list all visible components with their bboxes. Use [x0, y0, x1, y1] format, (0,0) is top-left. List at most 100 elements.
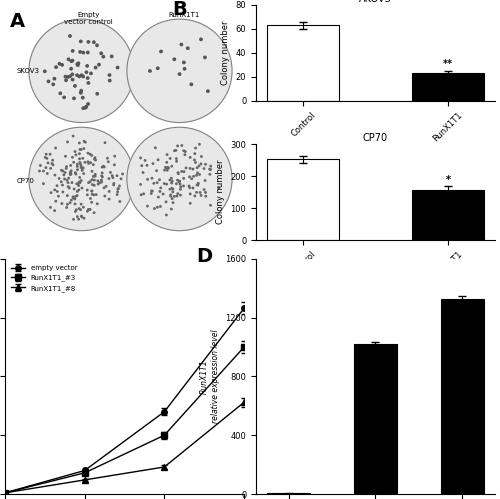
Circle shape — [90, 154, 93, 157]
Circle shape — [196, 166, 198, 169]
Circle shape — [198, 191, 202, 194]
Circle shape — [76, 63, 80, 67]
Circle shape — [76, 165, 78, 168]
Circle shape — [72, 96, 76, 100]
Circle shape — [170, 165, 173, 168]
Circle shape — [62, 191, 64, 194]
Circle shape — [182, 60, 186, 64]
Circle shape — [188, 186, 191, 189]
Circle shape — [56, 190, 58, 193]
Circle shape — [94, 159, 97, 162]
Circle shape — [64, 155, 67, 158]
Circle shape — [163, 182, 166, 185]
Circle shape — [78, 142, 81, 144]
Circle shape — [82, 167, 84, 169]
Circle shape — [118, 200, 122, 203]
Circle shape — [200, 194, 202, 197]
Circle shape — [184, 153, 186, 156]
Circle shape — [68, 74, 72, 78]
Circle shape — [204, 195, 207, 198]
Circle shape — [80, 148, 82, 151]
Circle shape — [43, 69, 46, 73]
Circle shape — [175, 157, 178, 160]
Circle shape — [165, 183, 168, 186]
Circle shape — [180, 170, 183, 173]
Circle shape — [142, 171, 144, 174]
Circle shape — [42, 182, 45, 185]
Circle shape — [93, 158, 96, 161]
Circle shape — [54, 200, 57, 203]
Circle shape — [208, 168, 211, 171]
Circle shape — [100, 181, 103, 184]
Circle shape — [146, 164, 148, 167]
Circle shape — [56, 184, 58, 187]
Circle shape — [194, 152, 196, 155]
Circle shape — [46, 79, 50, 83]
Circle shape — [87, 208, 90, 211]
Circle shape — [49, 206, 52, 209]
Circle shape — [54, 189, 56, 191]
Circle shape — [192, 168, 194, 171]
Circle shape — [152, 182, 156, 185]
Circle shape — [159, 49, 163, 53]
Circle shape — [178, 180, 180, 183]
Circle shape — [110, 54, 114, 58]
Circle shape — [116, 66, 119, 69]
Circle shape — [118, 185, 121, 187]
Circle shape — [168, 188, 172, 191]
Circle shape — [178, 180, 181, 183]
Circle shape — [94, 175, 96, 178]
Circle shape — [68, 201, 71, 204]
Circle shape — [104, 195, 106, 198]
Circle shape — [86, 76, 90, 80]
Circle shape — [217, 187, 220, 190]
Circle shape — [165, 167, 168, 169]
Circle shape — [182, 185, 185, 187]
Circle shape — [86, 194, 89, 196]
Circle shape — [175, 182, 178, 185]
Circle shape — [193, 159, 196, 161]
Text: *: * — [446, 175, 450, 185]
Circle shape — [69, 67, 73, 71]
Circle shape — [100, 175, 103, 177]
Circle shape — [82, 140, 86, 143]
Circle shape — [196, 184, 198, 186]
Circle shape — [148, 69, 152, 73]
Circle shape — [74, 195, 77, 198]
Circle shape — [139, 157, 142, 159]
Circle shape — [76, 163, 79, 166]
Circle shape — [94, 193, 98, 196]
Circle shape — [173, 195, 176, 198]
Circle shape — [57, 195, 60, 198]
Circle shape — [78, 152, 81, 155]
Circle shape — [73, 84, 77, 88]
Circle shape — [192, 187, 194, 190]
Circle shape — [189, 193, 192, 195]
Circle shape — [44, 156, 46, 159]
Circle shape — [116, 190, 119, 193]
Circle shape — [80, 179, 82, 182]
Circle shape — [92, 175, 95, 178]
Circle shape — [58, 91, 62, 95]
Circle shape — [172, 191, 174, 193]
Circle shape — [78, 157, 81, 160]
Text: A: A — [10, 12, 25, 31]
Circle shape — [65, 165, 68, 168]
Circle shape — [89, 71, 93, 75]
Circle shape — [162, 193, 164, 196]
Circle shape — [84, 105, 88, 109]
Circle shape — [66, 75, 70, 79]
Circle shape — [77, 218, 80, 221]
Circle shape — [172, 188, 174, 191]
Circle shape — [180, 42, 184, 46]
Circle shape — [86, 189, 88, 192]
Circle shape — [66, 141, 69, 143]
Circle shape — [70, 59, 74, 62]
Circle shape — [156, 158, 160, 161]
Bar — [267, 25, 340, 101]
Text: SKOV3: SKOV3 — [17, 68, 40, 74]
Circle shape — [29, 127, 134, 231]
Circle shape — [67, 185, 70, 188]
Circle shape — [82, 147, 86, 150]
Circle shape — [203, 55, 207, 59]
